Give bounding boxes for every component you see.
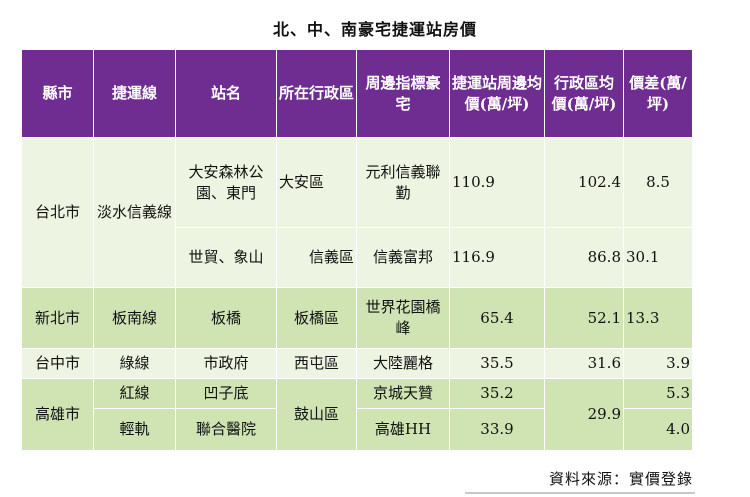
price-table: 縣市 捷運線 站名 所在行政區 周邊指標豪宅 捷運站周邊均價(萬/坪) 行政區均… [21, 49, 693, 451]
divider [465, 492, 695, 494]
station-price-cell: 33.9 [449, 408, 545, 451]
header-cell: 價差(萬/坪) [623, 49, 693, 138]
diff-cell: 13.3 [623, 287, 693, 349]
station-price-cell: 116.9 [449, 227, 545, 288]
line-cell: 淡水信義線 [93, 137, 176, 288]
building-cell: 世界花園橋峰 [356, 287, 450, 349]
table-row: 台北市 淡水信義線 大安森林公園、東門 大安區 元利信義聯勤 110.9 102… [21, 137, 693, 288]
station-cell: 大安森林公園、東門 [175, 137, 277, 228]
table-row: 新北市 板南線 板橋 板橋區 世界花園橋峰 65.4 52.1 13.3 [21, 287, 693, 349]
header-cell: 縣市 [21, 49, 94, 138]
building-cell: 元利信義聯勤 [356, 137, 450, 228]
station-price-cell: 35.5 [449, 348, 545, 379]
district-cell: 板橋區 [276, 287, 357, 349]
building-cell: 大陸麗格 [356, 348, 450, 379]
station-cell: 市政府 [175, 348, 277, 379]
header-cell: 周邊指標豪宅 [356, 49, 450, 138]
station-price-cell: 65.4 [449, 287, 545, 349]
district-cell: 鼓山區 [276, 378, 357, 451]
table-row: 輕軌 聯合醫院 高雄HH 33.9 4.0 [22, 408, 693, 451]
county-cell: 高雄市 [21, 378, 94, 451]
table-row: 世貿、象山 信義區 信義富邦 116.9 86.8 30.1 [22, 227, 693, 288]
station-price-cell: 110.9 [449, 137, 545, 228]
diff-cell: 8.5 [623, 137, 693, 228]
building-cell: 京城天贊 [356, 378, 450, 409]
source-note: 資料來源：實價登錄 [548, 470, 693, 488]
header-cell: 捷運站周邊均價(萬/坪) [449, 49, 545, 138]
table-row: 台中市 綠線 市政府 西屯區 大陸麗格 35.5 31.6 3.9 [21, 348, 693, 379]
district-price-cell: 29.9 [544, 378, 624, 451]
diff-cell: 3.9 [623, 348, 693, 379]
district-price-cell: 52.1 [544, 287, 624, 349]
district-cell: 大安區 [276, 137, 357, 228]
diff-cell: 4.0 [623, 408, 693, 451]
diff-cell: 30.1 [623, 227, 693, 288]
district-cell: 西屯區 [276, 348, 357, 379]
building-cell: 信義富邦 [356, 227, 450, 288]
district-price-cell: 31.6 [544, 348, 624, 379]
line-cell: 板南線 [93, 287, 176, 349]
county-cell: 台北市 [21, 137, 94, 288]
header-row: 縣市 捷運線 站名 所在行政區 周邊指標豪宅 捷運站周邊均價(萬/坪) 行政區均… [21, 49, 693, 138]
station-cell: 凹子底 [175, 378, 277, 409]
table-row: 高雄市 紅線 凹子底 鼓山區 京城天贊 35.2 29.9 5.3 [21, 378, 693, 451]
district-price-cell: 86.8 [544, 227, 624, 288]
diff-cell: 5.3 [623, 378, 693, 409]
station-cell: 世貿、象山 [175, 227, 277, 288]
station-price-cell: 35.2 [449, 378, 545, 409]
line-cell: 綠線 [93, 348, 176, 379]
county-cell: 新北市 [21, 287, 94, 349]
header-cell: 行政區均價(萬/坪) [544, 49, 624, 138]
header-cell: 所在行政區 [276, 49, 357, 138]
district-price-cell: 102.4 [544, 137, 624, 228]
station-cell: 板橋 [175, 287, 277, 349]
county-cell: 台中市 [21, 348, 94, 379]
header-cell: 站名 [175, 49, 277, 138]
line-cell: 紅線 [93, 378, 176, 409]
station-cell: 聯合醫院 [175, 408, 277, 451]
district-cell: 信義區 [276, 227, 357, 288]
header-cell: 捷運線 [93, 49, 176, 138]
table-title: 北、中、南豪宅捷運站房價 [272, 20, 477, 39]
line-cell: 輕軌 [93, 408, 176, 451]
building-cell: 高雄HH [356, 408, 450, 451]
